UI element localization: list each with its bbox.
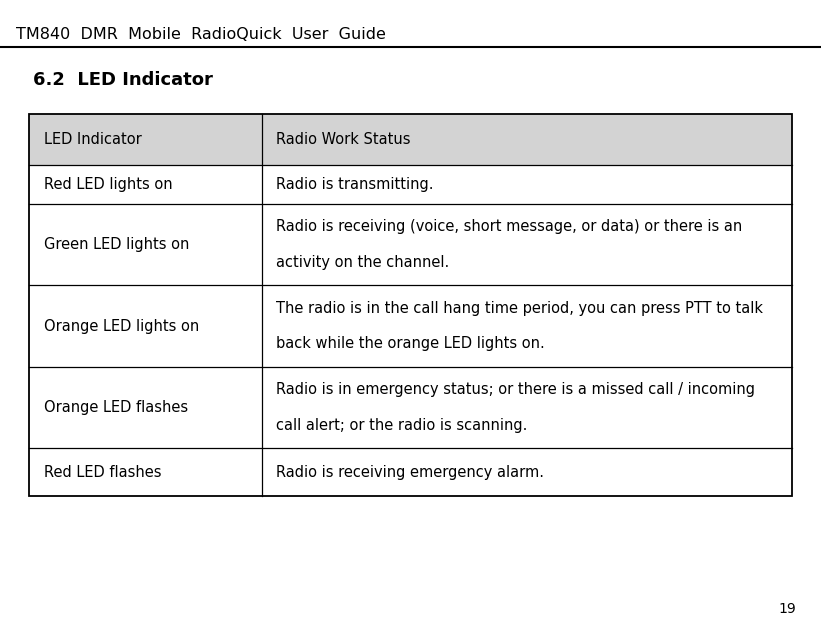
Bar	[29, 114, 792, 496]
Text: Red LED flashes: Red LED flashes	[44, 465, 161, 480]
Text: Radio is in emergency status; or there is a missed call / incoming: Radio is in emergency status; or there i…	[277, 382, 755, 397]
Text: back while the orange LED lights on.: back while the orange LED lights on.	[277, 336, 545, 351]
Bar	[29, 286, 792, 367]
Text: call alert; or the radio is scanning.: call alert; or the radio is scanning.	[277, 418, 528, 433]
Text: TM840  DMR  Mobile  RadioQuick  User  Guide: TM840 DMR Mobile RadioQuick User Guide	[16, 27, 387, 42]
Text: 19: 19	[778, 602, 796, 616]
Text: Radio is receiving (voice, short message, or data) or there is an: Radio is receiving (voice, short message…	[277, 219, 743, 234]
Text: Radio is receiving emergency alarm.: Radio is receiving emergency alarm.	[277, 465, 544, 480]
Text: LED Indicator: LED Indicator	[44, 131, 141, 147]
Bar	[29, 367, 792, 448]
Text: Red LED lights on: Red LED lights on	[44, 177, 172, 192]
Text: Radio Work Status: Radio Work Status	[277, 131, 410, 147]
Text: Orange LED flashes: Orange LED flashes	[44, 400, 188, 415]
Text: activity on the channel.: activity on the channel.	[277, 255, 450, 270]
Text: Orange LED lights on: Orange LED lights on	[44, 319, 199, 334]
Text: Radio is transmitting.: Radio is transmitting.	[277, 177, 433, 192]
Bar	[29, 114, 792, 164]
Text: 6.2  LED Indicator: 6.2 LED Indicator	[33, 71, 213, 88]
Text: Green LED lights on: Green LED lights on	[44, 237, 189, 252]
Bar	[29, 164, 792, 204]
Bar	[29, 448, 792, 496]
Text: The radio is in the call hang time period, you can press PTT to talk: The radio is in the call hang time perio…	[277, 301, 764, 315]
Bar	[29, 204, 792, 286]
